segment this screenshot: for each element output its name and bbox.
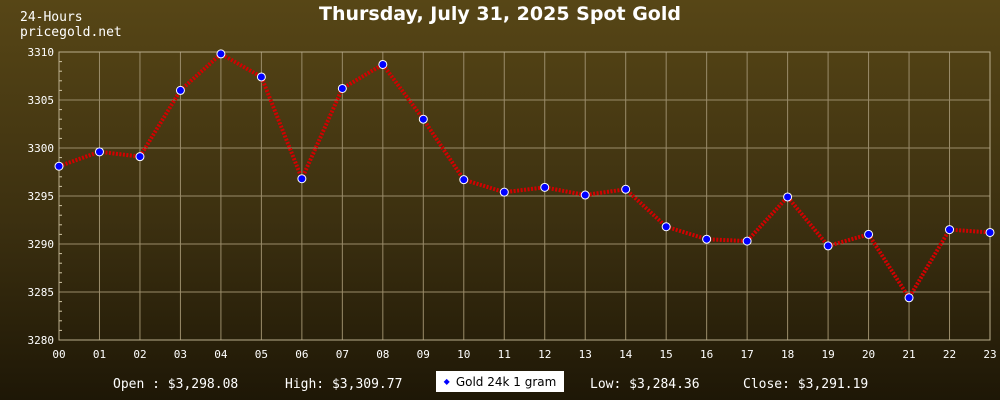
x-tick-label: 15 (660, 348, 673, 361)
x-tick-label: 21 (902, 348, 915, 361)
x-tick-label: 13 (579, 348, 592, 361)
data-point (783, 192, 793, 202)
y-tick-label: 3290 (28, 238, 55, 251)
x-tick-label: 03 (174, 348, 187, 361)
x-tick-label: 02 (133, 348, 146, 361)
x-tick-label: 22 (943, 348, 956, 361)
data-point (378, 59, 388, 69)
x-tick-label: 20 (862, 348, 875, 361)
low-stat: Low: $3,284.36 (590, 377, 700, 392)
data-point (985, 227, 995, 237)
data-point (823, 241, 833, 251)
data-point (256, 72, 266, 82)
site-label: 24-Hours pricegold.net (20, 10, 122, 40)
close-stat: Close: $3,291.19 (743, 377, 869, 392)
x-tick-label: 01 (93, 348, 106, 361)
data-point (742, 236, 752, 246)
data-point (540, 182, 550, 192)
high-stat: High: $3,309.77 (285, 377, 403, 392)
data-point (216, 49, 226, 59)
site-name: pricegold.net (20, 25, 122, 40)
data-point (580, 190, 590, 200)
x-tick-label: 16 (700, 348, 713, 361)
plot-frame (58, 51, 991, 341)
data-point (54, 161, 64, 171)
x-tick-label: 17 (741, 348, 754, 361)
data-point (175, 85, 185, 95)
x-tick-label: 19 (821, 348, 834, 361)
y-tick-label: 3295 (28, 190, 55, 203)
stats-bar: Open : $3,298.08 High: $3,309.77 Low: $3… (0, 377, 1000, 395)
data-point (702, 234, 712, 244)
x-tick-label: 06 (295, 348, 308, 361)
chart-title: Thursday, July 31, 2025 Spot Gold (319, 3, 681, 25)
x-tick-label: 04 (214, 348, 228, 361)
y-tick-label: 3285 (28, 286, 55, 299)
x-tick-label: 12 (538, 348, 551, 361)
y-tick-label: 3300 (28, 142, 55, 155)
x-tick-label: 08 (376, 348, 389, 361)
series-line (58, 51, 991, 300)
data-point (297, 174, 307, 184)
x-tick-label: 11 (498, 348, 511, 361)
y-tick-label: 3305 (28, 94, 55, 107)
x-tick-label: 14 (619, 348, 633, 361)
x-tick-label: 05 (255, 348, 268, 361)
open-stat: Open : $3,298.08 (113, 377, 239, 392)
data-point (499, 187, 509, 197)
data-point (135, 152, 145, 162)
y-tick-label: 3310 (28, 46, 55, 59)
data-point (94, 147, 104, 157)
data-point (945, 225, 955, 235)
data-point (661, 222, 671, 232)
y-tick-label: 3280 (28, 334, 55, 347)
legend-marker-icon: ◆ (443, 377, 450, 386)
period-label: 24-Hours (20, 10, 83, 25)
data-point (864, 229, 874, 239)
x-tick-label: 07 (336, 348, 349, 361)
x-tick-label: 23 (983, 348, 996, 361)
data-point (459, 175, 469, 185)
legend-label: Gold 24k 1 gram (455, 374, 557, 389)
x-tick-label: 10 (457, 348, 470, 361)
data-point (337, 83, 347, 93)
data-point (904, 293, 914, 303)
x-tick-label: 00 (52, 348, 65, 361)
x-tick-label: 09 (417, 348, 430, 361)
legend: ◆ Gold 24k 1 gram (436, 371, 564, 392)
data-point (418, 114, 428, 124)
data-point (621, 184, 631, 194)
x-tick-label: 18 (781, 348, 794, 361)
